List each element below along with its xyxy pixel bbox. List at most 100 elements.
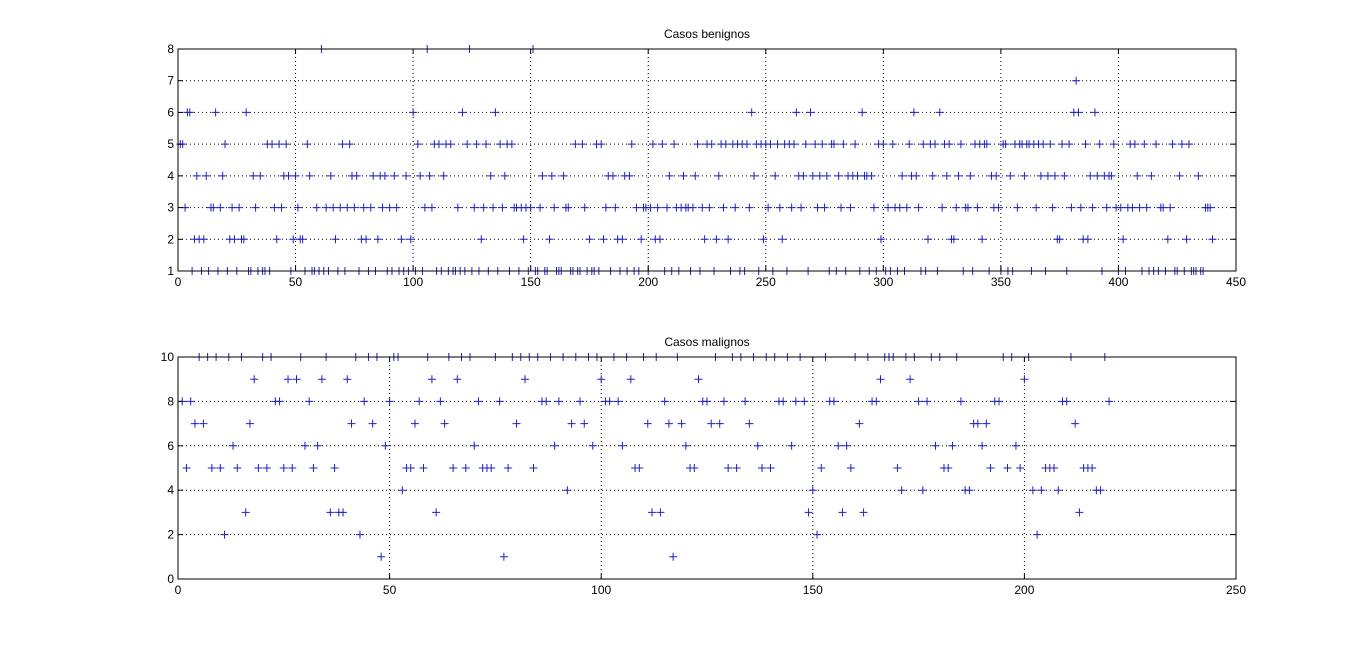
data-point [618, 235, 627, 244]
data-point [839, 140, 848, 149]
data-point [851, 140, 860, 149]
data-point [745, 419, 754, 428]
data-point [585, 235, 594, 244]
data-point [1182, 235, 1191, 244]
chart-title: Casos benignos [664, 27, 750, 41]
data-point [732, 464, 741, 472]
data-point [519, 235, 528, 244]
data-point [1119, 235, 1128, 244]
data-point [811, 140, 820, 149]
data-point [820, 203, 829, 212]
data-point [339, 508, 348, 517]
data-point [216, 464, 225, 472]
data-point [1048, 203, 1057, 212]
data-point [486, 171, 495, 180]
data-point [1050, 171, 1059, 180]
data-point [1076, 203, 1085, 212]
data-point [199, 235, 208, 244]
data-point [876, 375, 885, 384]
data-point [406, 464, 415, 472]
data-point [185, 108, 194, 117]
y-tick-label: 3 [167, 201, 174, 215]
data-point [741, 397, 750, 406]
data-point [1055, 235, 1064, 244]
data-point [846, 464, 855, 472]
data-point [853, 171, 862, 180]
data-point [1142, 203, 1151, 212]
data-point [681, 441, 690, 450]
data-point [413, 140, 422, 149]
data-point [550, 441, 559, 450]
data-point [745, 203, 754, 212]
x-tick-label: 450 [1226, 275, 1246, 289]
data-point [1028, 486, 1037, 495]
data-point [693, 140, 702, 149]
data-point [632, 203, 641, 212]
data-point [221, 140, 230, 149]
data-point [576, 397, 585, 406]
x-tick-label: 350 [991, 275, 1011, 289]
data-point [787, 441, 796, 450]
data-point [368, 419, 377, 428]
data-point [608, 171, 617, 180]
data-point [228, 203, 237, 212]
data-point [199, 419, 208, 428]
data-point [479, 203, 488, 212]
data-point [1184, 140, 1193, 149]
data-point [331, 235, 340, 244]
data-point [1046, 140, 1055, 149]
data-point [390, 171, 399, 180]
data-point [439, 171, 448, 180]
data-point [1039, 140, 1048, 149]
data-point [355, 530, 364, 539]
data-point [914, 397, 923, 406]
data-point [209, 203, 218, 212]
data-point [470, 441, 479, 450]
data-point [416, 171, 425, 180]
data-point [241, 508, 250, 517]
data-point [282, 140, 291, 149]
data-point [477, 235, 486, 244]
data-point [627, 140, 636, 149]
data-point [1105, 397, 1114, 406]
data-point [1033, 530, 1042, 539]
data-point [938, 203, 947, 212]
data-point [427, 375, 436, 384]
data-point [329, 203, 338, 212]
data-point [182, 464, 191, 472]
data-point [698, 203, 707, 212]
data-point [343, 375, 352, 384]
data-point [665, 171, 674, 180]
data-point [313, 441, 322, 450]
data-point [664, 419, 673, 428]
data-point [893, 464, 902, 472]
data-point [653, 203, 662, 212]
data-point [888, 140, 897, 149]
data-point [712, 235, 721, 244]
data-point [789, 140, 798, 149]
data-point [458, 108, 467, 117]
data-point [1016, 464, 1025, 472]
data-point [707, 140, 716, 149]
data-point [747, 108, 756, 117]
data-point [270, 203, 279, 212]
data-point [660, 397, 669, 406]
data-point [470, 203, 479, 212]
data-point [1163, 235, 1172, 244]
data-point [973, 203, 982, 212]
axes-box [177, 48, 1237, 272]
data-point [202, 171, 211, 180]
data-point [808, 486, 817, 495]
data-point [305, 397, 314, 406]
data-point [982, 419, 991, 428]
data-point [385, 397, 394, 406]
data-point [1116, 203, 1125, 212]
data-point [326, 508, 335, 517]
data-point [829, 140, 838, 149]
data-point [691, 171, 700, 180]
x-tick-label: 150 [803, 583, 823, 597]
data-point [791, 397, 800, 406]
y-tick-label: 5 [167, 137, 174, 151]
data-point [766, 464, 775, 472]
